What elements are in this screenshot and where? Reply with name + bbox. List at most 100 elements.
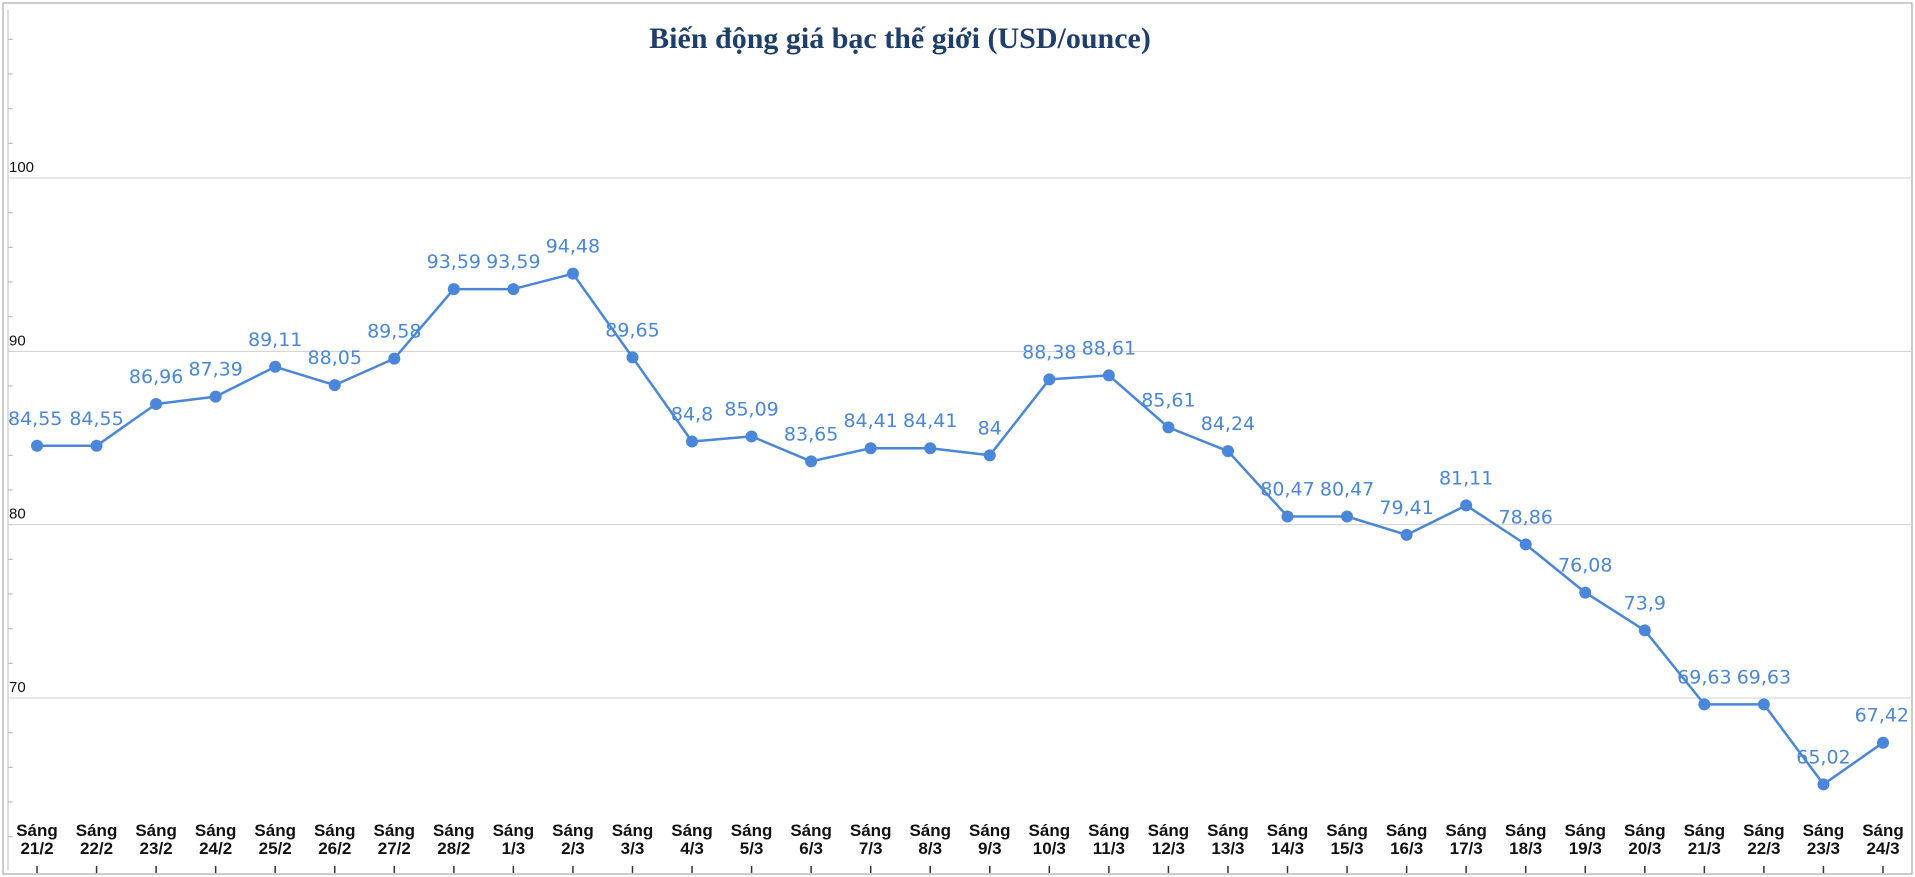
y-tick-label: 70	[9, 679, 26, 696]
data-point	[864, 442, 877, 455]
x-tick-label: Sáng	[1445, 821, 1487, 840]
x-tick-label: Sáng	[612, 821, 654, 840]
x-tick-label: Sáng	[314, 821, 356, 840]
x-tick-label: Sáng	[1862, 821, 1904, 840]
x-tick-label: Sáng	[493, 821, 535, 840]
data-point	[924, 442, 937, 455]
data-point	[269, 360, 282, 373]
x-tick-label-date: 18/3	[1509, 839, 1542, 858]
data-label: 88,61	[1082, 337, 1136, 359]
data-point	[1698, 698, 1711, 711]
x-tick-label-date: 28/2	[437, 839, 470, 858]
data-label: 67,42	[1855, 705, 1909, 727]
data-point	[1757, 698, 1770, 711]
data-label: 84	[978, 417, 1002, 439]
data-point	[1579, 586, 1592, 599]
x-tick-label: Sáng	[850, 821, 892, 840]
x-tick-label-date: 24/3	[1866, 839, 1899, 858]
x-tick-label-date: 22/3	[1747, 839, 1780, 858]
x-tick-label-date: 19/3	[1569, 839, 1602, 858]
x-tick-label-date: 21/2	[20, 839, 53, 858]
data-label: 84,24	[1201, 413, 1255, 435]
data-label: 88,38	[1022, 341, 1076, 363]
x-tick-label: Sáng	[909, 821, 951, 840]
x-tick-label: Sáng	[1564, 821, 1606, 840]
data-label: 73,9	[1624, 592, 1666, 614]
x-tick-label: Sáng	[969, 821, 1011, 840]
x-tick-label-date: 24/2	[199, 839, 232, 858]
x-tick-label-date: 20/3	[1628, 839, 1661, 858]
data-label: 94,48	[546, 236, 600, 258]
data-label: 78,86	[1499, 506, 1553, 528]
data-point	[1221, 445, 1234, 458]
x-tick-label: Sáng	[1743, 821, 1785, 840]
x-tick-label: Sáng	[671, 821, 713, 840]
data-point	[1162, 421, 1175, 434]
data-label: 85,09	[724, 398, 778, 420]
x-tick-label: Sáng	[1088, 821, 1130, 840]
data-point	[1519, 538, 1532, 551]
x-tick-label-date: 27/2	[378, 839, 411, 858]
x-tick-label-date: 12/3	[1152, 839, 1185, 858]
x-tick-label: Sáng	[76, 821, 118, 840]
x-tick-label: Sáng	[1326, 821, 1368, 840]
data-point	[1817, 778, 1830, 791]
data-point	[805, 455, 818, 468]
x-tick-label-date: 23/2	[140, 839, 173, 858]
x-tick-label: Sáng	[1803, 821, 1845, 840]
data-markers	[31, 267, 1889, 791]
data-label: 76,08	[1558, 555, 1612, 577]
data-point	[150, 398, 163, 411]
x-tick-label: Sáng	[433, 821, 475, 840]
data-label: 89,58	[367, 321, 421, 343]
data-point	[745, 430, 758, 443]
data-point	[566, 267, 579, 280]
x-tick-label-date: 3/3	[621, 839, 645, 858]
x-tick-label: Sáng	[195, 821, 237, 840]
data-label: 84,55	[69, 408, 123, 430]
x-tick-label: Sáng	[1029, 821, 1071, 840]
x-tick-label: Sáng	[1684, 821, 1726, 840]
y-tick-label: 90	[9, 332, 26, 349]
x-tick-label-date: 17/3	[1450, 839, 1483, 858]
x-tick-label: Sáng	[1386, 821, 1428, 840]
data-label: 79,41	[1379, 497, 1433, 519]
data-point	[209, 390, 222, 403]
x-tick-label: Sáng	[1624, 821, 1666, 840]
x-tick-label: Sáng	[374, 821, 416, 840]
data-point	[1281, 510, 1294, 523]
x-tick-label-date: 25/2	[259, 839, 292, 858]
x-tick-label-date: 26/2	[318, 839, 351, 858]
data-point	[1400, 528, 1413, 541]
x-tick-label-date: 14/3	[1271, 839, 1304, 858]
data-label: 84,55	[8, 408, 62, 430]
data-label: 87,39	[188, 359, 242, 381]
x-tick-label: Sáng	[552, 821, 594, 840]
series-line	[35, 272, 1885, 786]
data-point	[388, 352, 401, 365]
x-tick-label: Sáng	[1207, 821, 1249, 840]
data-label: 86,96	[129, 366, 183, 388]
data-point	[1043, 373, 1056, 386]
data-label: 81,11	[1439, 467, 1493, 489]
x-tick-label-date: 10/3	[1033, 839, 1066, 858]
x-axis-ticks: Sáng21/2Sáng22/2Sáng23/2Sáng24/2Sáng25/2…	[16, 821, 1904, 873]
x-tick-label-date: 13/3	[1211, 839, 1244, 858]
y-axis-ticks: 70 80 90 100	[9, 159, 34, 696]
data-point	[1460, 499, 1473, 512]
x-tick-label-date: 1/3	[502, 839, 526, 858]
x-tick-label: Sáng	[1505, 821, 1547, 840]
data-point	[626, 351, 639, 364]
data-label: 80,47	[1260, 479, 1314, 501]
x-tick-label: Sáng	[16, 821, 58, 840]
data-label: 69,63	[1737, 666, 1791, 688]
data-point	[1638, 624, 1651, 637]
x-tick-label-date: 21/3	[1688, 839, 1721, 858]
x-tick-label-date: 15/3	[1331, 839, 1364, 858]
x-tick-label: Sáng	[1267, 821, 1309, 840]
data-point	[328, 379, 341, 392]
data-point	[1877, 736, 1889, 749]
